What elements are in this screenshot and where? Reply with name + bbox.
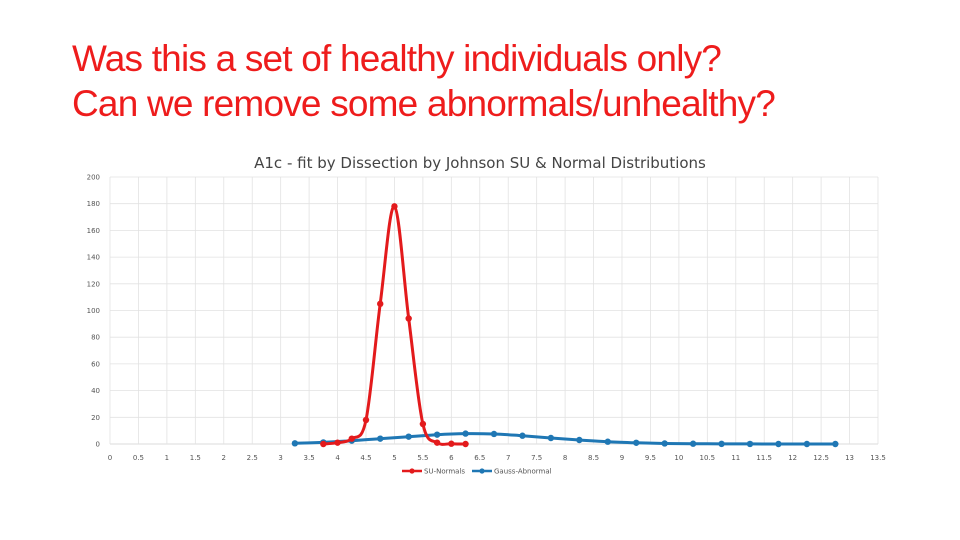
data-point-gauss-abnormal xyxy=(718,440,725,448)
data-point-gauss-abnormal xyxy=(746,440,754,448)
data-point-su-normals xyxy=(391,203,398,210)
data-point-gauss-abnormal xyxy=(633,439,640,446)
y-tick-label: 120 xyxy=(87,280,100,288)
legend-marker-gauss-abnormal xyxy=(479,468,485,474)
data-point-su-normals xyxy=(320,440,327,448)
series-su-normals xyxy=(320,203,469,448)
data-point-gauss-abnormal xyxy=(689,440,697,447)
x-tick-label: 8 xyxy=(563,454,567,462)
legend-label-su-normals: SU-Normals xyxy=(424,468,465,476)
slide-title-line-2: Can we remove some abnormals/unhealthy? xyxy=(72,83,776,124)
data-point-su-normals xyxy=(362,416,370,424)
y-tick-label: 200 xyxy=(87,174,100,182)
data-point-gauss-abnormal xyxy=(405,433,412,440)
x-tick-label: 5.5 xyxy=(417,454,428,462)
x-tick-label: 3.5 xyxy=(304,454,315,462)
x-tick-label: 13.5 xyxy=(870,454,886,462)
x-tick-label: 0 xyxy=(108,454,112,462)
x-tick-label: 2 xyxy=(222,454,226,462)
data-point-su-normals xyxy=(334,439,341,446)
data-point-gauss-abnormal xyxy=(604,438,611,445)
x-tick-label: 13 xyxy=(845,454,854,462)
chart-legend: SU-Normals Gauss-Abnormal xyxy=(402,468,552,476)
data-point-su-normals xyxy=(348,435,355,442)
data-point-su-normals xyxy=(377,300,384,308)
x-tick-label: 1.5 xyxy=(190,454,201,462)
x-tick-label: 4 xyxy=(335,454,340,462)
legend-item-su-normals: SU-Normals xyxy=(402,468,465,476)
data-point-su-normals xyxy=(433,439,441,446)
x-tick-label: 7 xyxy=(506,454,510,462)
chart-gridlines xyxy=(109,176,879,445)
data-point-gauss-abnormal xyxy=(576,436,583,444)
x-tick-label: 11.5 xyxy=(756,454,772,462)
data-point-su-normals xyxy=(405,315,412,322)
x-tick-label: 10.5 xyxy=(700,454,716,462)
slide-title-line-1: Was this a set of healthy individuals on… xyxy=(72,38,722,79)
data-point-gauss-abnormal xyxy=(377,435,384,442)
x-tick-label: 7.5 xyxy=(531,454,542,462)
data-point-gauss-abnormal xyxy=(490,430,498,438)
x-tick-label: 0.5 xyxy=(133,454,144,462)
x-tick-label: 3 xyxy=(278,454,282,462)
x-axis-tick-labels: 0 0.5 1 1.5 2 2.5 3 3.5 4 4.5 5 5.5 6 6.5 7 7.5 8 8.5 9 9.5… xyxy=(108,454,886,462)
data-point-su-normals xyxy=(462,440,469,448)
x-tick-label: 6.5 xyxy=(474,454,485,462)
data-point-gauss-abnormal xyxy=(519,432,526,439)
y-tick-label: 20 xyxy=(91,414,100,422)
x-tick-label: 2.5 xyxy=(247,454,258,462)
y-tick-label: 100 xyxy=(87,307,100,315)
x-tick-label: 9.5 xyxy=(645,454,656,462)
x-tick-label: 6 xyxy=(449,454,454,462)
data-point-gauss-abnormal xyxy=(775,440,782,448)
y-tick-label: 140 xyxy=(87,254,100,262)
data-point-gauss-abnormal xyxy=(547,434,555,442)
legend-label-gauss-abnormal: Gauss-Abnormal xyxy=(494,468,552,476)
data-point-gauss-abnormal xyxy=(832,440,839,448)
y-tick-label: 60 xyxy=(91,360,100,368)
data-point-su-normals xyxy=(419,420,427,428)
x-tick-label: 5 xyxy=(392,454,396,462)
y-tick-label: 160 xyxy=(87,227,100,235)
x-tick-label: 10 xyxy=(674,454,683,462)
chart-series xyxy=(291,203,839,448)
chart-title: A1c - fit by Dissection by Johnson SU & … xyxy=(254,154,706,172)
series-gauss-abnormal xyxy=(291,430,839,448)
x-tick-label: 1 xyxy=(165,454,169,462)
y-tick-label: 0 xyxy=(96,441,100,449)
slide-title: Was this a set of healthy individuals on… xyxy=(72,36,932,126)
legend-item-gauss-abnormal: Gauss-Abnormal xyxy=(472,468,552,476)
y-tick-label: 180 xyxy=(87,200,100,208)
legend-marker-su-normals xyxy=(409,468,415,474)
x-tick-label: 4.5 xyxy=(360,454,371,462)
data-point-gauss-abnormal xyxy=(433,431,441,438)
x-tick-label: 12.5 xyxy=(813,454,829,462)
y-tick-label: 40 xyxy=(91,387,100,395)
x-tick-label: 8.5 xyxy=(588,454,599,462)
data-point-gauss-abnormal xyxy=(291,440,299,447)
x-tick-label: 9 xyxy=(620,454,624,462)
y-tick-label: 80 xyxy=(91,334,100,342)
x-tick-label: 12 xyxy=(788,454,797,462)
data-point-gauss-abnormal xyxy=(462,430,469,437)
y-axis-tick-labels: 0 20 40 60 80 100 120 140 160 180 200 xyxy=(87,174,100,449)
data-point-su-normals xyxy=(448,440,455,447)
data-point-gauss-abnormal xyxy=(661,440,668,447)
x-tick-label: 11 xyxy=(731,454,740,462)
data-point-gauss-abnormal xyxy=(803,440,811,448)
